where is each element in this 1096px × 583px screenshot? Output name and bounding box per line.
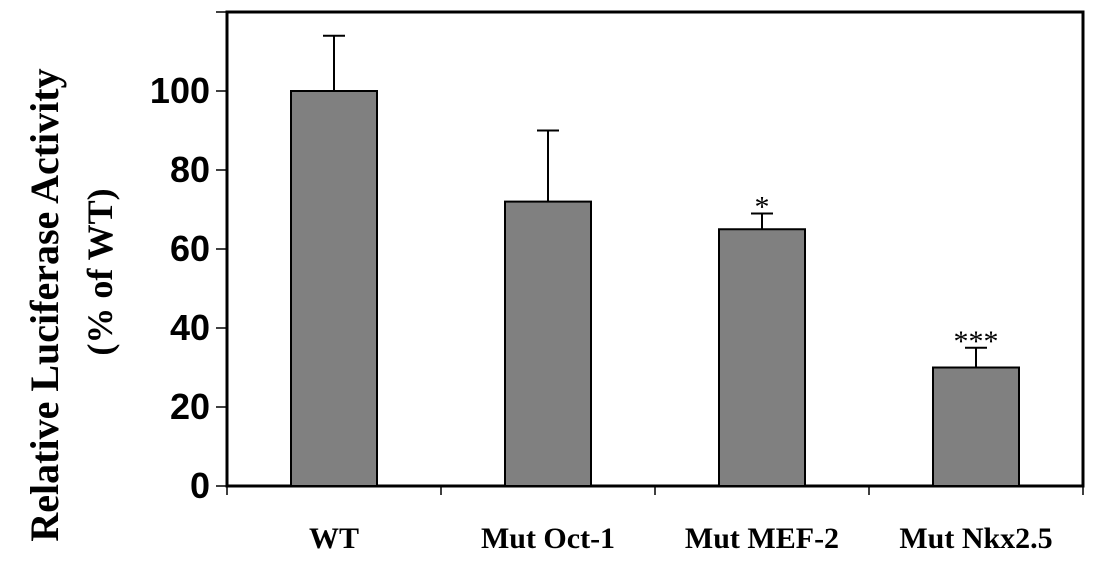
x-axis-tick-labels: WT Mut Oct-1 Mut MEF-2 Mut Nkx2.5 (309, 522, 1053, 555)
significance-annotations: **** (755, 190, 999, 357)
bar-mut-oct-1 (504, 200, 592, 487)
bar-mut-mef-2 (718, 228, 806, 487)
y-tick-label: 80 (170, 149, 210, 190)
bars (290, 90, 1020, 487)
y-tick-label: 40 (170, 307, 210, 348)
y-tick-label: 100 (150, 70, 210, 111)
bar-mut-nkx2-5 (932, 366, 1020, 487)
y-tick-label: 0 (190, 465, 210, 506)
y-axis-ticks: 0 20 40 60 80 100 (150, 11, 227, 506)
x-tick-label: Mut Oct-1 (481, 522, 615, 555)
x-tick-label: Mut Nkx2.5 (899, 522, 1052, 555)
x-axis-ticks (226, 486, 1084, 495)
x-tick-label: Mut MEF-2 (685, 522, 839, 555)
y-axis-subtitle: (% of WT) (80, 188, 120, 355)
y-tick-label: 20 (170, 386, 210, 427)
significance-marker: * (755, 190, 770, 223)
y-tick-label: 60 (170, 228, 210, 269)
x-tick-label: WT (309, 522, 359, 555)
y-axis-title: Relative Luciferase Activity (22, 68, 67, 541)
y-axis-title-group: Relative Luciferase Activity (% of WT) (22, 68, 120, 541)
bar-wt (290, 90, 378, 487)
error-bars (323, 34, 987, 368)
significance-marker: *** (954, 325, 999, 358)
